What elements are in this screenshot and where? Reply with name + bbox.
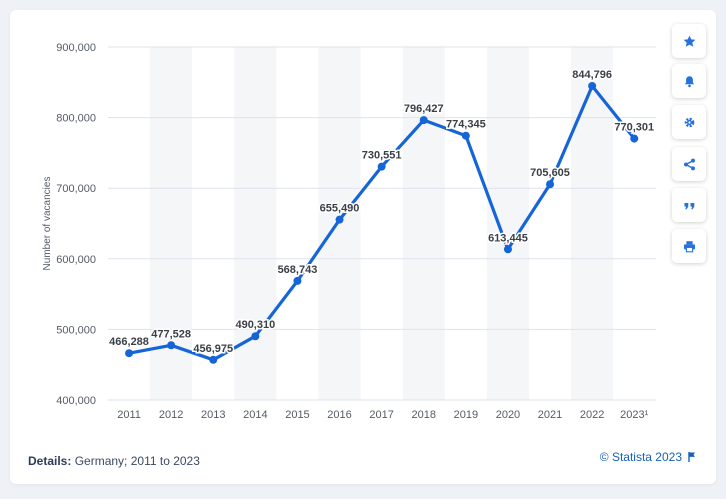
quote-icon	[684, 202, 694, 209]
favorite-button[interactable]	[672, 24, 706, 58]
y-tick-label: 400,000	[56, 395, 96, 407]
x-tick-label: 2011	[117, 409, 141, 421]
x-tick-label: 2014	[243, 409, 267, 421]
data-point	[461, 131, 470, 140]
settings-button[interactable]	[672, 105, 706, 139]
data-label: 456,975	[193, 343, 233, 355]
x-tick-label: 2013	[201, 409, 225, 421]
print-icon	[683, 240, 695, 252]
data-label: 490,310	[235, 319, 275, 331]
background-band	[150, 47, 193, 400]
data-point	[588, 81, 597, 90]
details-text: Germany; 2011 to 2023	[74, 454, 200, 468]
data-label: 568,743	[278, 264, 318, 276]
details-label: Details:	[28, 454, 72, 468]
data-label: 705,605	[530, 167, 570, 179]
x-tick-label: 2016	[327, 409, 351, 421]
print-button[interactable]	[672, 229, 706, 263]
data-point	[335, 215, 344, 224]
x-tick-label: 2019	[454, 409, 478, 421]
y-axis-title: Number of vacancies	[42, 177, 53, 271]
x-tick-label: 2012	[159, 409, 183, 421]
gear-icon	[684, 117, 694, 127]
background-band	[234, 47, 277, 400]
data-label: 655,490	[320, 203, 360, 215]
details-footnote: Details: Germany; 2011 to 2023	[28, 454, 200, 468]
data-point	[546, 180, 555, 189]
data-point	[251, 332, 260, 341]
statista-credit[interactable]: © Statista 2023	[600, 450, 696, 464]
background-band	[571, 47, 614, 400]
x-tick-label: 2017	[369, 409, 393, 421]
notifications-button[interactable]	[672, 64, 706, 98]
x-tick-label: 2015	[285, 409, 309, 421]
data-label: 466,288	[109, 336, 149, 348]
share-icon	[683, 158, 695, 170]
background-band	[486, 47, 529, 400]
data-point	[503, 245, 512, 254]
cite-button[interactable]	[672, 188, 706, 222]
y-tick-label: 500,000	[56, 324, 96, 336]
x-tick-label: 2023¹	[620, 409, 648, 421]
x-tick-label: 2020	[496, 409, 520, 421]
data-point	[419, 116, 428, 125]
data-label: 770,301	[614, 122, 654, 134]
x-tick-label: 2022	[580, 409, 604, 421]
series-line	[127, 84, 636, 362]
y-tick-label: 800,000	[56, 113, 96, 125]
x-tick-label: 2021	[538, 409, 562, 421]
y-tick-label: 900,000	[56, 42, 96, 54]
y-tick-label: 700,000	[56, 183, 96, 195]
y-tick-label: 600,000	[56, 254, 96, 266]
star-icon	[683, 35, 695, 47]
data-point	[293, 276, 302, 285]
bell-icon	[684, 75, 694, 87]
credit-text[interactable]: © Statista 2023	[599, 450, 682, 464]
data-point	[125, 349, 134, 358]
data-point	[209, 355, 218, 364]
data-label: 796,427	[404, 103, 444, 115]
data-label: 774,345	[446, 119, 486, 131]
data-label: 844,796	[572, 69, 612, 81]
background-band	[402, 47, 445, 400]
data-label: 730,551	[362, 150, 402, 162]
flag-icon	[688, 452, 695, 462]
data-label: 477,528	[151, 328, 191, 340]
share-button[interactable]	[672, 147, 706, 181]
x-tick-label: 2018	[412, 409, 436, 421]
data-point	[377, 162, 386, 171]
data-point	[167, 341, 176, 350]
data-label: 613,445	[488, 232, 528, 244]
data-point	[630, 134, 639, 143]
